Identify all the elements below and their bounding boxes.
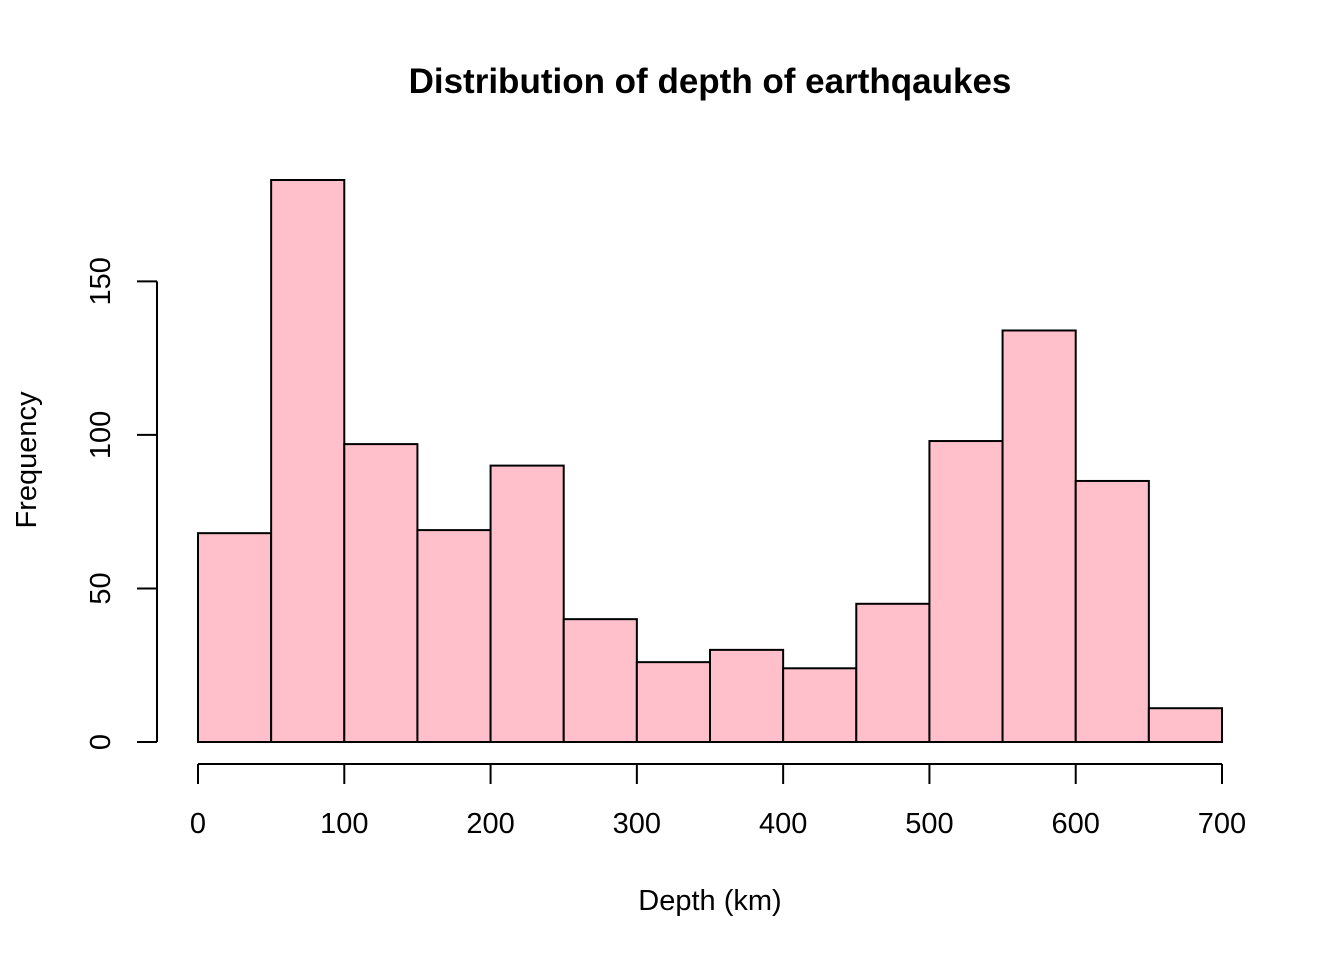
- x-tick-label: 200: [466, 808, 514, 840]
- histogram-bar: [562, 618, 638, 743]
- histogram-bar: [709, 648, 785, 743]
- x-tick-label: 0: [190, 808, 206, 840]
- bars-group: [197, 179, 1224, 744]
- y-tick-label: 0: [85, 734, 117, 750]
- histogram-bar: [635, 661, 711, 744]
- histogram-bar: [1001, 329, 1077, 743]
- x-tick-label: 600: [1052, 808, 1100, 840]
- x-tick-label: 400: [759, 808, 807, 840]
- y-tick-label: 100: [85, 411, 117, 459]
- histogram-bar: [1074, 479, 1150, 743]
- histogram-bar: [489, 464, 565, 743]
- x-tick-label: 100: [320, 808, 368, 840]
- x-tick-label: 500: [905, 808, 953, 840]
- y-axis-label: Frequency: [11, 391, 43, 529]
- y-axis: 0 50 100 150: [85, 257, 158, 750]
- histogram-bar: [1147, 707, 1224, 743]
- y-tick-label: 50: [85, 572, 117, 604]
- x-tick-label: 700: [1198, 808, 1246, 840]
- x-axis-label: Depth (km): [638, 885, 781, 917]
- histogram-bar: [928, 440, 1004, 743]
- histogram-bar: [343, 443, 419, 743]
- y-tick-label: 150: [85, 257, 117, 305]
- x-tick-label: 300: [613, 808, 661, 840]
- histogram-bar: [197, 532, 273, 743]
- chart-title: Distribution of depth of earthqaukes: [409, 62, 1012, 101]
- histogram-bar: [855, 602, 931, 743]
- histogram-bar: [416, 529, 492, 744]
- histogram-bar: [270, 179, 346, 743]
- x-axis: 0 100 200 300 400 500 600 700: [190, 763, 1246, 840]
- histogram-bar: [782, 667, 858, 744]
